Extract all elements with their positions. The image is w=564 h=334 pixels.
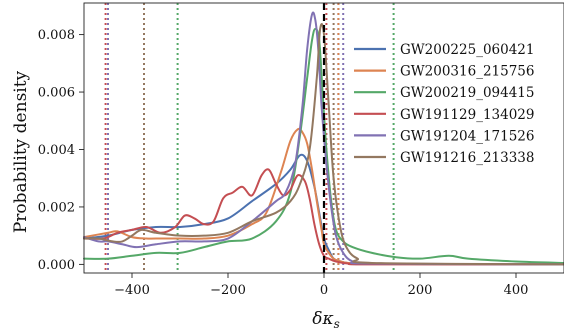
- x-tick-label: 0: [320, 283, 328, 298]
- series-line-5: [83, 11, 564, 266]
- legend-label-4: GW191129_134029: [400, 107, 534, 123]
- y-tick-label: 0.006: [38, 86, 75, 101]
- x-tick-label: −400: [114, 283, 150, 298]
- x-axis-title-main: δκ: [312, 309, 333, 329]
- y-tick-label: 0.000: [38, 258, 75, 273]
- x-tick-label: −200: [210, 283, 246, 298]
- y-tick-label: 0.008: [38, 28, 75, 43]
- hdi-lines: [104, 3, 395, 273]
- legend-label-5: GW191204_171526: [400, 128, 534, 144]
- x-axis-ticks: −400 −200 0 200 400: [114, 273, 528, 298]
- y-axis-title: Probability density: [11, 70, 31, 233]
- legend-label-1: GW200225_060421: [400, 42, 534, 58]
- x-tick-label: 200: [408, 283, 433, 298]
- legend-label-2: GW200316_215756: [400, 64, 534, 80]
- y-axis-ticks: 0.000 0.002 0.004 0.006 0.008: [38, 28, 84, 273]
- x-axis-title: δκs: [312, 309, 340, 331]
- legend-label-6: GW191216_213338: [400, 150, 534, 166]
- legend-label-3: GW200219_094415: [400, 85, 534, 101]
- x-tick-label: 400: [504, 283, 529, 298]
- legend: GW200225_060421 GW200316_215756 GW200219_0…: [354, 42, 534, 166]
- y-tick-label: 0.004: [38, 143, 75, 158]
- y-tick-label: 0.002: [38, 200, 75, 215]
- x-axis-title-subscript: s: [334, 317, 340, 331]
- series-line-6: [83, 23, 564, 266]
- series-lines: [83, 11, 564, 266]
